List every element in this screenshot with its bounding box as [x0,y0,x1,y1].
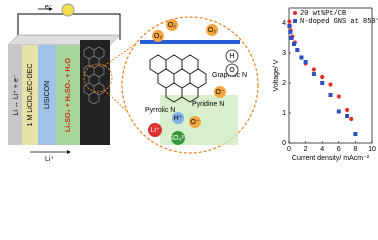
zoom-surface [140,40,240,44]
y-tick-label: 4 [282,20,286,27]
atom [225,63,239,77]
legend-marker [293,19,297,23]
point [291,42,296,46]
aqueous-layer [56,45,80,145]
figure: e⁻ Li ↔ Li⁺ + e⁻ 1 M LiClO₄/EC-DEC LISIC… [7,3,378,163]
point [320,81,325,85]
legend-label: 20 wt%Pt/CB [300,10,346,18]
x-tick-label: 4 [320,146,324,153]
chart: 0 2 4 6 8 10 0 1 2 3 4 Current density/ mAcm⁻² Volta… [273,7,378,162]
oxygen-bubble [152,30,164,42]
x-tick-label: 6 [337,146,341,153]
point [311,72,316,76]
point [287,24,292,28]
bulb [61,3,75,17]
anode-layer [8,45,22,145]
pyrrolic-label: Pyrrolic N [145,107,175,114]
ion-label: Li⁺ [45,156,54,163]
point [289,36,294,40]
legend-marker [292,10,298,16]
y-axis-label: Voltage/ V [273,59,280,91]
proton-bubble [172,112,184,124]
point [287,19,292,24]
lithium-label: Li⁺ [150,127,159,134]
graphene-lattice [149,54,207,103]
x-tick-label: 2 [304,146,308,153]
oxygen-bubble [166,19,178,31]
electron-label: e⁻ [45,4,53,11]
x-tick-label: 0 [287,146,291,153]
point [311,67,316,72]
lithium-bubble [148,123,162,137]
superoxide-bubble [189,116,201,128]
x-axis-label: Current density/ mAcm⁻² [292,155,370,162]
point [328,93,333,97]
legend-label: N-doped GNS at 850°C [300,17,378,26]
point [349,116,354,122]
anode-reaction: Li ↔ Li⁺ + e⁻ [13,74,20,115]
oxygen-label: O₂ [154,33,162,40]
organic-electrolyte: 1 M LiClO₄/EC-DEC [27,64,34,127]
point [295,48,300,52]
proton-label: H⁺ [174,115,183,122]
y-tick-label: 1 [282,110,286,117]
pyridine-label: Pyridine N [192,101,224,108]
separator: LISICON [44,81,51,109]
point [299,55,304,60]
point [303,60,308,64]
y-tick-label: 0 [282,140,286,147]
point [353,132,358,136]
x-tick-label: 10 [368,146,376,153]
separator-layer [38,45,56,145]
sulfate-label: SO₄²⁻ [169,135,188,142]
oxygen-bubble [206,24,218,36]
point [328,82,333,87]
plot-frame [288,7,373,144]
point [336,94,341,99]
graphene-pattern [83,46,105,105]
point [320,74,325,80]
oxygen-label: O₂ [168,22,176,29]
y-tick-label: 2 [282,80,286,87]
zoom-origin [83,63,113,93]
x-tick-label: 8 [353,146,357,153]
superoxide-label: O⁻ [190,119,199,126]
organic-layer [22,45,38,145]
sulfate-bubble [171,131,185,145]
atom-label: O [229,67,235,74]
page: e⁻ Li ↔ Li⁺ + e⁻ 1 M LiClO₄/EC-DEC LISIC… [7,3,378,163]
atom [225,49,239,63]
oxygen-label: O₂ [208,27,216,34]
aqueous-electrolyte: Li₂SO₄ + H₂SO₄ + H₂O [65,57,72,132]
point [345,114,350,118]
superoxide-label: O⁻ [215,89,224,96]
superoxide-bubble [214,86,226,98]
y-tick-label: 3 [282,50,286,57]
point [288,30,293,34]
point [345,107,350,113]
point [336,109,341,114]
hydrogen-label: H [229,53,234,60]
